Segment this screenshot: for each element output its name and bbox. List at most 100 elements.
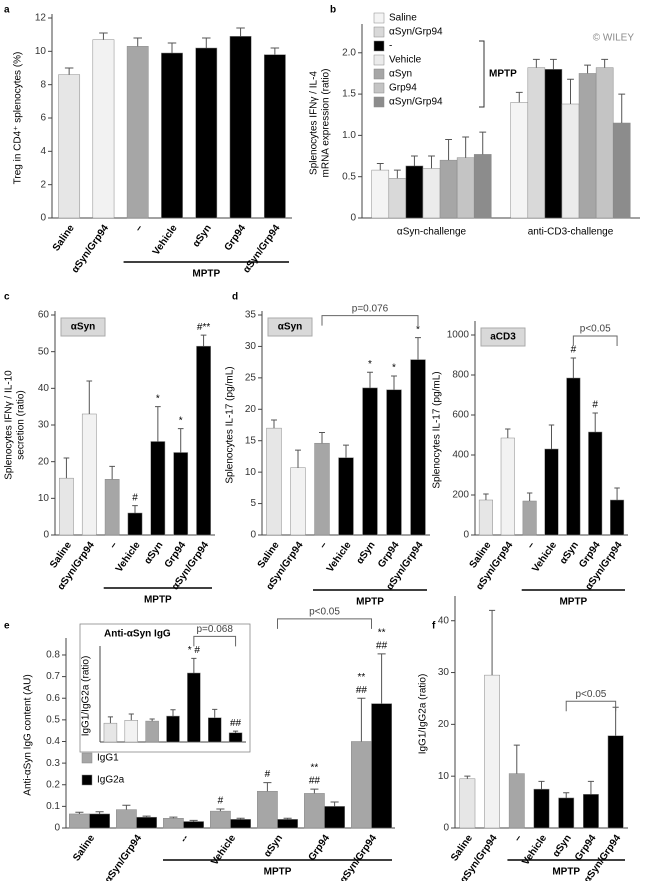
x-tick-label: αSyn/Grp94 xyxy=(103,833,144,881)
x-tick-label: Saline xyxy=(71,833,97,864)
legend-swatch xyxy=(373,82,385,94)
watermark: © WILEY xyxy=(593,33,635,44)
bar xyxy=(124,720,139,743)
error-bar xyxy=(128,713,134,721)
y-tick-label: 10 xyxy=(245,467,257,478)
y-axis-label: Splenocytes IL-17 (pg/mL) xyxy=(225,366,236,483)
legend-label: IgG1 xyxy=(97,753,119,764)
x-tick-label: Vehicle xyxy=(114,540,143,575)
error-bar xyxy=(532,58,540,68)
y-tick-label: 30 xyxy=(38,420,50,431)
bar xyxy=(69,813,90,829)
error-bar xyxy=(570,357,577,378)
bar xyxy=(478,499,493,536)
y-tick-label: 15 xyxy=(245,435,257,446)
bar xyxy=(92,39,115,219)
legend-bracket xyxy=(479,40,485,108)
error-bar xyxy=(618,93,626,123)
bar xyxy=(263,54,286,219)
y-tick-label: 400 xyxy=(452,450,469,461)
x-tick-label: Grp94 xyxy=(573,833,599,863)
legend-swatch xyxy=(373,54,385,66)
y-axis-label: mRNA expression (ratio) xyxy=(321,69,332,178)
bar xyxy=(163,818,184,829)
bar xyxy=(290,467,306,536)
error-bar xyxy=(567,78,574,104)
y-axis-label: secretion (ratio) xyxy=(16,390,27,459)
error-bar xyxy=(489,609,496,676)
error-bar xyxy=(169,816,178,819)
bar xyxy=(351,741,372,829)
y-tick-label: 20 xyxy=(245,404,257,415)
y-tick-label: 10 xyxy=(438,771,450,782)
label-box xyxy=(60,317,106,337)
error-bar xyxy=(167,42,177,53)
error-bar xyxy=(357,697,366,742)
y-tick-label: 40 xyxy=(438,615,450,626)
y-tick-label: 200 xyxy=(452,490,469,501)
significance-mark: #** xyxy=(197,322,210,333)
significance-mark: ## xyxy=(309,776,321,787)
y-tick-label: 2.0 xyxy=(342,47,356,58)
bar xyxy=(116,809,137,829)
label-box xyxy=(480,327,526,347)
error-bar xyxy=(445,139,452,161)
label-box xyxy=(267,317,313,337)
significance-mark: * xyxy=(416,324,420,335)
significance-mark: # xyxy=(265,769,271,780)
bar xyxy=(257,790,278,829)
error-bar xyxy=(170,709,176,717)
bar xyxy=(150,441,166,536)
bar xyxy=(145,720,159,743)
y-axis-label: IgG1/IgG2a (ratio) xyxy=(418,674,429,755)
error-bar xyxy=(393,169,401,179)
error-bar xyxy=(538,780,545,790)
bar xyxy=(183,821,204,829)
error-bar xyxy=(391,375,397,390)
error-bar xyxy=(202,37,211,48)
error-bar xyxy=(563,792,570,798)
bar xyxy=(439,159,458,219)
x-tick-label: – xyxy=(525,540,537,551)
bracket xyxy=(321,315,419,326)
y-tick-label: 6 xyxy=(40,113,46,124)
y-tick-label: 20 xyxy=(438,719,450,730)
error-bar xyxy=(548,424,555,449)
y-tick-label: 50 xyxy=(38,346,50,357)
error-bar xyxy=(122,804,131,810)
error-bar xyxy=(155,406,161,442)
x-tick-label: αSyn/Grp94 xyxy=(241,223,282,276)
x-tick-label: αSyn xyxy=(262,833,285,859)
error-bar xyxy=(612,706,619,736)
y-axis-label: IgG1/IgG2a (ratio) xyxy=(81,656,92,737)
y-tick-label: 0 xyxy=(350,213,356,224)
y-tick-label: 0.4 xyxy=(46,736,60,747)
bar xyxy=(196,345,211,536)
bar xyxy=(228,732,243,743)
panel-letter: b xyxy=(330,5,336,16)
significance-mark: * xyxy=(156,393,160,404)
error-bar xyxy=(614,487,620,500)
bar xyxy=(58,74,81,219)
y-tick-label: 12 xyxy=(35,13,47,24)
error-bar xyxy=(367,371,373,388)
significance-mark: # xyxy=(571,345,577,356)
error-bar xyxy=(132,505,138,513)
box-label: αSyn xyxy=(278,322,303,333)
legend-swatch xyxy=(373,68,385,80)
y-axis-label: Splenocytes IFNγ / IL-4 xyxy=(309,71,320,175)
error-bar xyxy=(505,428,511,438)
legend-label: Grp94 xyxy=(389,83,417,94)
y-tick-label: 0.5 xyxy=(342,171,356,182)
bar xyxy=(422,168,441,219)
bar xyxy=(59,477,74,536)
error-bar xyxy=(310,788,319,794)
x-tick-label: αSyn/Grp94 xyxy=(338,833,379,881)
y-tick-label: 0 xyxy=(43,530,49,541)
bar xyxy=(89,813,110,829)
error-bar xyxy=(189,819,198,822)
bar xyxy=(173,452,189,536)
error-bar xyxy=(526,492,533,501)
bar xyxy=(510,102,529,219)
error-bar xyxy=(483,493,489,500)
